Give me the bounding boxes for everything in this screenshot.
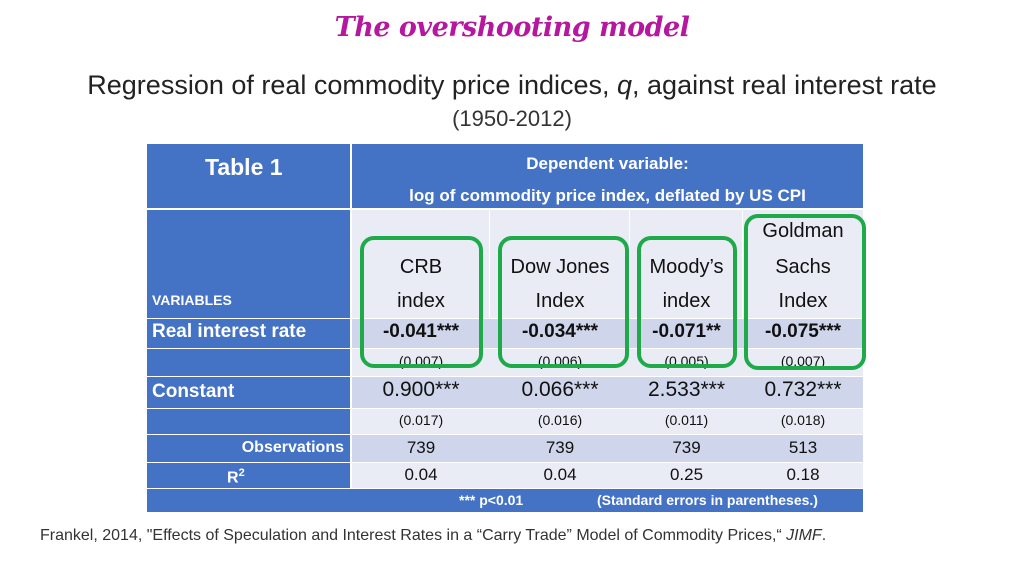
observations-label-cell: Observations xyxy=(147,434,352,462)
col-header-dj xyxy=(490,210,630,318)
constant-label: Constant xyxy=(152,381,235,402)
r2-label: R2 xyxy=(227,467,245,487)
constant-moody: 2.533*** xyxy=(647,378,726,401)
real-rate-se-goldman: (0.007) xyxy=(780,353,826,369)
table-label: Table 1 xyxy=(205,154,283,180)
dep-var-line2: log of commodity price index, deflated b… xyxy=(409,186,806,205)
footnote-standard-errors: (Standard errors in parentheses.) xyxy=(597,492,818,508)
real-rate-se-row-bg xyxy=(352,348,863,376)
subtitle-post: , against real interest rate xyxy=(632,70,937,100)
r2-moody: 0.25 xyxy=(669,465,704,484)
slide-subtitle: Regression of real commodity price indic… xyxy=(0,70,1024,101)
constant-se-row-bg xyxy=(352,408,863,434)
citation-end: . xyxy=(821,527,827,544)
real-rate-dj: -0.034*** xyxy=(521,321,599,342)
col-dj-line1: Dow Jones xyxy=(510,256,610,278)
variables-label: VARIABLES xyxy=(152,292,232,308)
r2-row-bg xyxy=(352,462,863,488)
dep-var-line1: Dependent variable: xyxy=(526,154,689,173)
col-goldman-line2: Index xyxy=(778,290,828,312)
r2-label-cell: R2 xyxy=(147,462,352,488)
dependent-variable-cell: Dependent variable: log of commodity pri… xyxy=(352,144,863,210)
col-header-crb xyxy=(352,210,490,318)
r2-goldman: 0.18 xyxy=(786,465,820,484)
citation-footer: Frankel, 2014, "Effects of Speculation a… xyxy=(40,527,826,545)
col-header-goldman xyxy=(743,210,863,318)
footnote-significance: *** p<0.01 xyxy=(459,492,524,508)
constant-se-goldman: (0.018) xyxy=(780,412,826,428)
r2-label-sup: 2 xyxy=(238,467,245,479)
constant-goldman: 0.732*** xyxy=(764,378,842,401)
col-crb-line2: index xyxy=(397,290,445,312)
observations-label: Observations xyxy=(241,439,344,456)
obs-moody: 739 xyxy=(672,438,701,457)
real-rate-label-cell: Real interest rate xyxy=(147,318,352,348)
col-header-moody xyxy=(630,210,743,318)
col-moody-line1: Moody’s xyxy=(649,256,724,278)
subtitle-pre: Regression of real commodity price indic… xyxy=(87,70,617,100)
obs-crb: 739 xyxy=(406,438,436,457)
citation-journal: JIMF xyxy=(786,527,822,544)
r2-dj: 0.04 xyxy=(543,465,577,484)
obs-goldman: 513 xyxy=(788,438,818,457)
regression-table: Table 1 Dependent variable: log of commo… xyxy=(147,144,866,512)
real-rate-moody: -0.071** xyxy=(652,321,721,342)
real-rate-row-bg xyxy=(352,318,863,348)
real-rate-se-label-cell xyxy=(147,348,352,376)
period-label: (1950-2012) xyxy=(452,106,572,131)
variables-header-cell: VARIABLES xyxy=(147,210,352,318)
highlight-dow-jones xyxy=(498,236,629,368)
col-goldman-line1: Sachs xyxy=(775,256,831,278)
constant-dj: 0.066*** xyxy=(521,378,599,401)
r2-label-text: R xyxy=(227,469,239,487)
highlight-moodys xyxy=(637,236,737,368)
col-goldman-line0: Goldman xyxy=(762,220,844,242)
constant-se-moody: (0.011) xyxy=(664,412,709,428)
col-moody-line2: index xyxy=(662,290,711,312)
footnote-bar: *** p<0.01 (Standard errors in parenthes… xyxy=(147,488,863,512)
col-crb-line1: CRB xyxy=(399,256,443,278)
constant-se-label-cell xyxy=(147,408,352,434)
r2-crb: 0.04 xyxy=(404,465,438,484)
slide-title: The overshooting model xyxy=(334,12,690,43)
table-label-cell: Table 1 xyxy=(147,144,352,210)
constant-crb: 0.900*** xyxy=(382,378,460,401)
observations-row-bg xyxy=(352,434,863,462)
real-rate-goldman: -0.075*** xyxy=(764,321,842,342)
constant-label-cell: Constant xyxy=(147,376,352,408)
real-rate-label: Real interest rate xyxy=(152,321,307,342)
highlight-crb xyxy=(360,236,483,368)
col-dj-line2: Index xyxy=(535,290,585,312)
constant-se-dj: (0.016) xyxy=(537,412,583,428)
highlight-goldman xyxy=(744,214,866,370)
subtitle-variable: q xyxy=(617,70,633,100)
constant-se-crb: (0.017) xyxy=(398,412,444,428)
citation-text: Frankel, 2014, "Effects of Speculation a… xyxy=(40,527,787,544)
obs-dj: 739 xyxy=(545,438,575,457)
constant-row-bg xyxy=(352,376,863,408)
real-rate-crb: -0.041*** xyxy=(382,321,460,342)
